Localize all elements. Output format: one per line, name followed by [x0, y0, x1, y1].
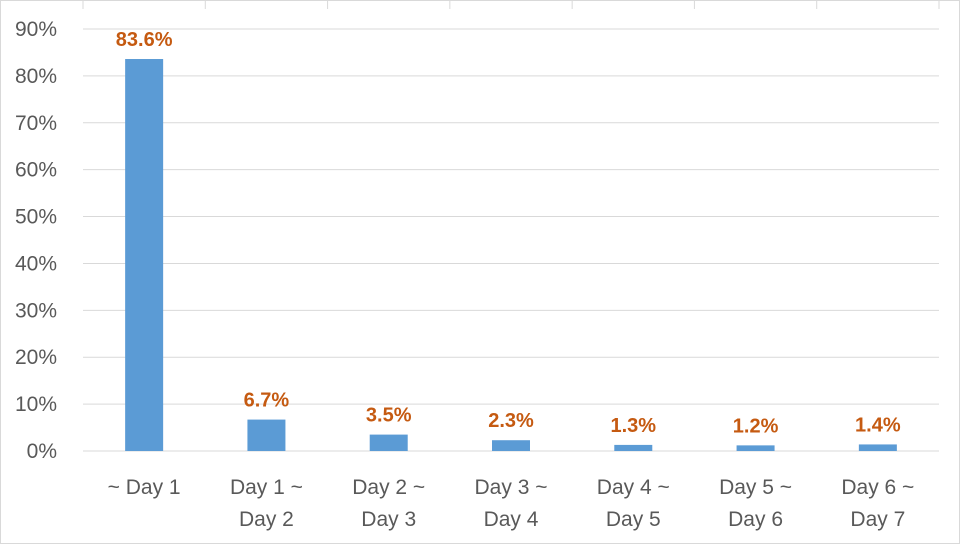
- y-tick-label: 70%: [15, 112, 57, 135]
- bar: [125, 59, 164, 452]
- x-tick-label: Day 3 ~: [475, 476, 548, 499]
- data-label: 1.2%: [733, 415, 779, 437]
- y-tick-label: 30%: [15, 299, 57, 322]
- data-label: 83.6%: [116, 29, 173, 51]
- bar: [247, 419, 286, 451]
- x-tick-label: Day 1 ~: [230, 476, 303, 499]
- y-tick-label: 10%: [15, 393, 57, 416]
- bar: [614, 444, 653, 451]
- x-tick-label: Day 4 ~: [597, 476, 670, 499]
- x-tick-label: Day 6 ~: [841, 476, 914, 499]
- y-axis-ticks: 0% 10% 20% 30% 40% 50% 60% 70% 80% 90%: [15, 18, 57, 463]
- x-tick-label: Day 3: [361, 508, 416, 531]
- x-tick-label: Day 2 ~: [352, 476, 425, 499]
- y-tick-label: 50%: [15, 206, 57, 229]
- x-tick-label: ~ Day 1: [108, 476, 181, 499]
- bar: [492, 440, 530, 451]
- y-tick-label: 90%: [15, 18, 57, 41]
- x-tick-label: Day 5: [606, 508, 661, 531]
- x-tick-label: Day 7: [850, 508, 905, 531]
- x-tick-label: Day 5 ~: [719, 476, 792, 499]
- x-axis-ticks: ~ Day 1 Day 1 ~ Day 2 Day 2 ~ Day 3 Day 3 ~ Da…: [108, 476, 915, 531]
- bar: [736, 445, 775, 451]
- bar: [858, 444, 897, 451]
- y-tick-label: 40%: [15, 252, 57, 275]
- bar: [369, 434, 408, 451]
- y-tick-label: 80%: [15, 65, 57, 88]
- x-tick-label: Day 4: [484, 508, 539, 531]
- bars: [125, 59, 897, 452]
- y-tick-label: 0%: [27, 440, 57, 463]
- data-label: 2.3%: [488, 410, 534, 432]
- y-tick-label: 20%: [15, 346, 57, 369]
- x-tick-label: Day 2: [239, 508, 294, 531]
- gridlines: [82, 1, 940, 452]
- data-label: 3.5%: [366, 405, 412, 427]
- data-labels: 83.6% 6.7% 3.5% 2.3% 1.3% 1.2% 1.4%: [116, 29, 901, 437]
- data-label: 1.4%: [855, 414, 901, 436]
- x-tick-label: Day 6: [728, 508, 783, 531]
- data-label: 6.7%: [244, 390, 290, 412]
- y-tick-label: 60%: [15, 159, 57, 182]
- data-label: 1.3%: [610, 415, 656, 437]
